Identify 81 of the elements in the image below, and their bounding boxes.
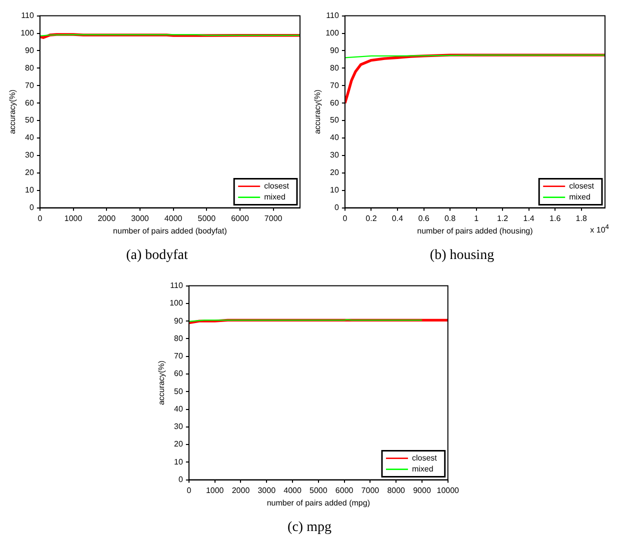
y-tick-label: 0 [178, 475, 184, 484]
y-axis-title: accuracy(%) [157, 360, 166, 406]
x-tick-label: 0.2 [366, 214, 378, 223]
y-tick-label: 80 [330, 63, 340, 72]
y-tick-label: 90 [174, 316, 184, 326]
y-tick-label: 50 [174, 386, 184, 396]
y-tick-label: 70 [25, 80, 34, 90]
y-tick-label: 110 [326, 11, 340, 20]
x-tick-label: 1.2 [496, 214, 509, 223]
x-tick-label: 3000 [258, 486, 276, 495]
x-tick-label: 4000 [284, 486, 302, 495]
text: x 10$^{4}$ [590, 224, 609, 235]
y-tick-label: 80 [174, 334, 184, 343]
y-tick-label: 20 [25, 168, 34, 178]
y-tick-label: 60 [25, 98, 34, 108]
x-tick-label: 4000 [164, 214, 183, 223]
x-tick-label: 5000 [198, 214, 216, 223]
x-tick-label: 1.8 [576, 214, 588, 223]
y-tick-label: 30 [174, 422, 184, 432]
y-tick-label: 90 [25, 46, 34, 55]
y-tick-label: 40 [330, 133, 340, 142]
x-tick-label: 0.8 [444, 214, 456, 223]
x-tick-label: 0 [38, 214, 43, 223]
x-tick-label: 0 [186, 486, 192, 495]
x-tick-label: 7000 [264, 214, 283, 223]
y-tick-label: 50 [25, 116, 34, 125]
y-tick-label: 30 [25, 150, 34, 160]
y-tick-label: 80 [25, 63, 34, 72]
x-tick-label: 1000 [64, 214, 83, 223]
x-tick-label: 2000 [98, 214, 116, 223]
x-tick-label: 0.6 [418, 214, 430, 223]
x-tick-label: 1.6 [550, 214, 562, 223]
text: (c) mpg [286, 520, 332, 536]
y-tick-label: 0 [29, 203, 34, 212]
y-tick-label: 50 [330, 116, 340, 125]
y-tick-label: 30 [330, 150, 340, 160]
x-tick-label: 9000 [413, 486, 432, 495]
text: (a) bodyfat [125, 248, 189, 264]
legend-label: closest [569, 182, 595, 191]
legend-label: mixed [264, 192, 286, 202]
x-tick-label: 1.4 [523, 214, 535, 223]
y-tick-label: 40 [174, 404, 184, 414]
x-tick-label: 6000 [231, 214, 250, 223]
y-tick-label: 100 [326, 28, 340, 38]
y-tick-label: 10 [330, 186, 340, 195]
y-tick-label: 70 [174, 352, 184, 361]
legend-label: mixed [412, 464, 434, 474]
y-tick-label: 70 [330, 80, 340, 90]
y-axis-title: accuracy(%) [313, 89, 322, 134]
y-axis-title: accuracy(%) [8, 89, 18, 134]
x-tick-label: 2000 [232, 486, 250, 495]
y-tick-label: 100 [170, 298, 184, 308]
y-tick-label: 0 [334, 203, 340, 212]
text: (b) housing [428, 248, 496, 264]
x-tick-label: 0 [342, 214, 348, 223]
y-tick-label: 90 [330, 46, 340, 55]
y-tick-label: 60 [330, 98, 340, 108]
x-tick-label: 1 [474, 214, 480, 223]
x-tick-label: 0.4 [392, 214, 404, 223]
y-tick-label: 110 [21, 11, 34, 20]
y-tick-label: 40 [25, 133, 34, 142]
y-tick-label: 110 [170, 281, 184, 290]
x-tick-label: 10000 [436, 486, 460, 495]
y-tick-label: 20 [174, 440, 184, 449]
x-axis-title: number of pairs added (mpg) [266, 498, 370, 508]
y-tick-label: 10 [174, 457, 184, 466]
legend-label: closest [412, 454, 438, 463]
x-tick-label: 7000 [361, 486, 380, 495]
y-tick-label: 20 [330, 168, 340, 178]
x-tick-label: 3000 [131, 214, 150, 223]
x-tick-label: 1000 [206, 486, 224, 495]
x-tick-label: 6000 [335, 486, 354, 495]
legend-label: closest [264, 182, 290, 191]
x-tick-label: 5000 [310, 486, 328, 495]
x-tick-label: 8000 [387, 486, 406, 495]
y-tick-label: 60 [174, 369, 184, 378]
y-tick-label: 10 [25, 186, 34, 195]
x-axis-title: number of pairs added (bodyfat) [113, 226, 228, 236]
y-tick-label: 100 [20, 28, 34, 38]
legend-label: mixed [569, 192, 590, 202]
x-axis-title: number of pairs added (housing) [417, 226, 534, 236]
